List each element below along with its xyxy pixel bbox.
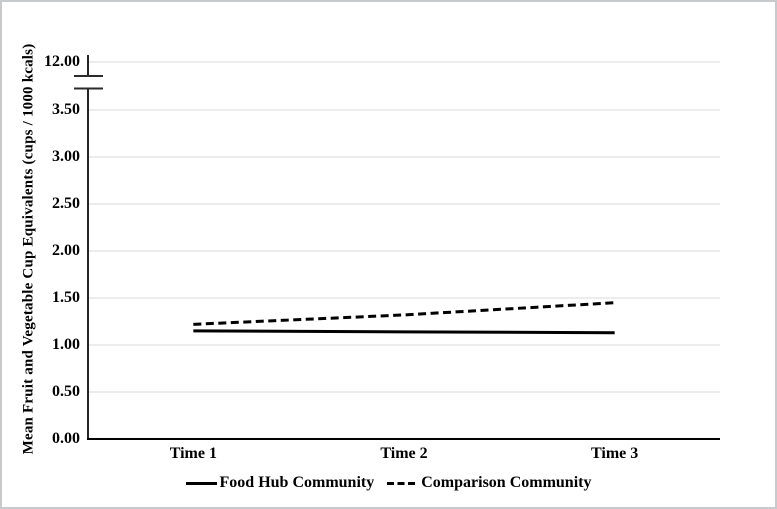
y-tick-label: 12.00 <box>44 53 80 70</box>
y-tick-label: 2.00 <box>52 242 80 259</box>
x-tick-label: Time 2 <box>380 445 428 462</box>
y-tick-label: 3.50 <box>52 101 80 118</box>
x-tick-label: Time 3 <box>591 445 639 462</box>
series-line-food-hub-community <box>193 329 615 335</box>
legend-item-comparison: Comparison Community <box>387 474 591 492</box>
y-tick-label: 0.00 <box>52 430 80 447</box>
y-tick-label: 3.00 <box>52 148 80 165</box>
legend-label-food-hub: Food Hub Community <box>219 474 375 491</box>
legend: Food Hub Community Comparison Community <box>2 472 775 494</box>
solid-line-sample-icon <box>185 481 217 485</box>
y-tick-label: 0.50 <box>52 383 80 400</box>
legend-item-food-hub: Food Hub Community <box>185 474 375 492</box>
dashed-line-sample-icon <box>387 481 417 485</box>
x-tick-label: Time 1 <box>169 445 217 462</box>
legend-label-comparison: Comparison Community <box>421 474 592 491</box>
y-tick-label: 1.00 <box>52 336 80 353</box>
series-line-comparison-community <box>193 301 615 326</box>
y-tick-label: 1.50 <box>52 289 80 306</box>
y-tick-label: 2.50 <box>52 195 80 212</box>
